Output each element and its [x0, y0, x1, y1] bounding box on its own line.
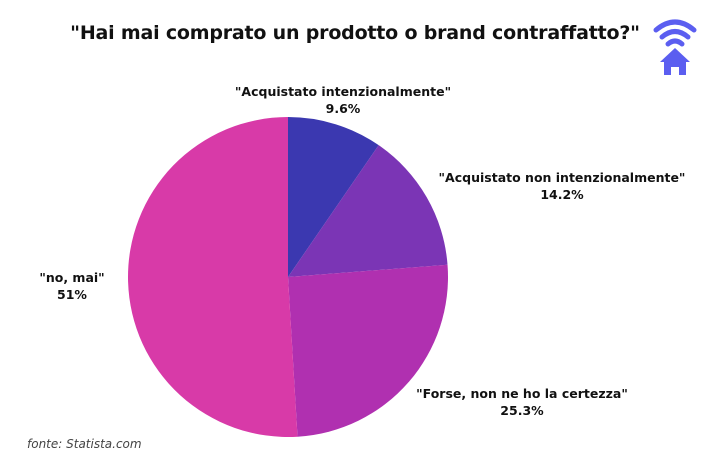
chart-title: "Hai mai comprato un prodotto o brand co… [70, 22, 640, 44]
wifi-home-icon [653, 19, 697, 75]
label-name: "Forse, non ne ho la certezza" [416, 386, 628, 401]
label-name: "no, mai" [39, 270, 105, 285]
label-value: 51% [57, 287, 87, 302]
pie-slice [288, 264, 449, 437]
source-note: fonte: Statista.com [27, 437, 142, 451]
pie-slice [288, 117, 379, 277]
pie-slice [127, 117, 298, 437]
label-name: "Acquistato intenzionalmente" [234, 84, 452, 99]
label-name: "Acquistato non intenzionalmente" [438, 170, 686, 185]
slice-label-unsure: "Forse, non ne ho la certezza" 25.3% [416, 385, 628, 419]
slice-label-intentional: "Acquistato intenzionalmente" 9.6% [235, 83, 451, 117]
label-value: 14.2% [540, 187, 584, 202]
label-value: 9.6% [325, 101, 361, 116]
label-value: 25.3% [500, 403, 544, 418]
slice-label-unintentional: "Acquistato non intenzionalmente" 14.2% [439, 169, 686, 203]
slice-label-never: "no, mai" 51% [39, 269, 104, 303]
pie-slice [288, 145, 448, 277]
